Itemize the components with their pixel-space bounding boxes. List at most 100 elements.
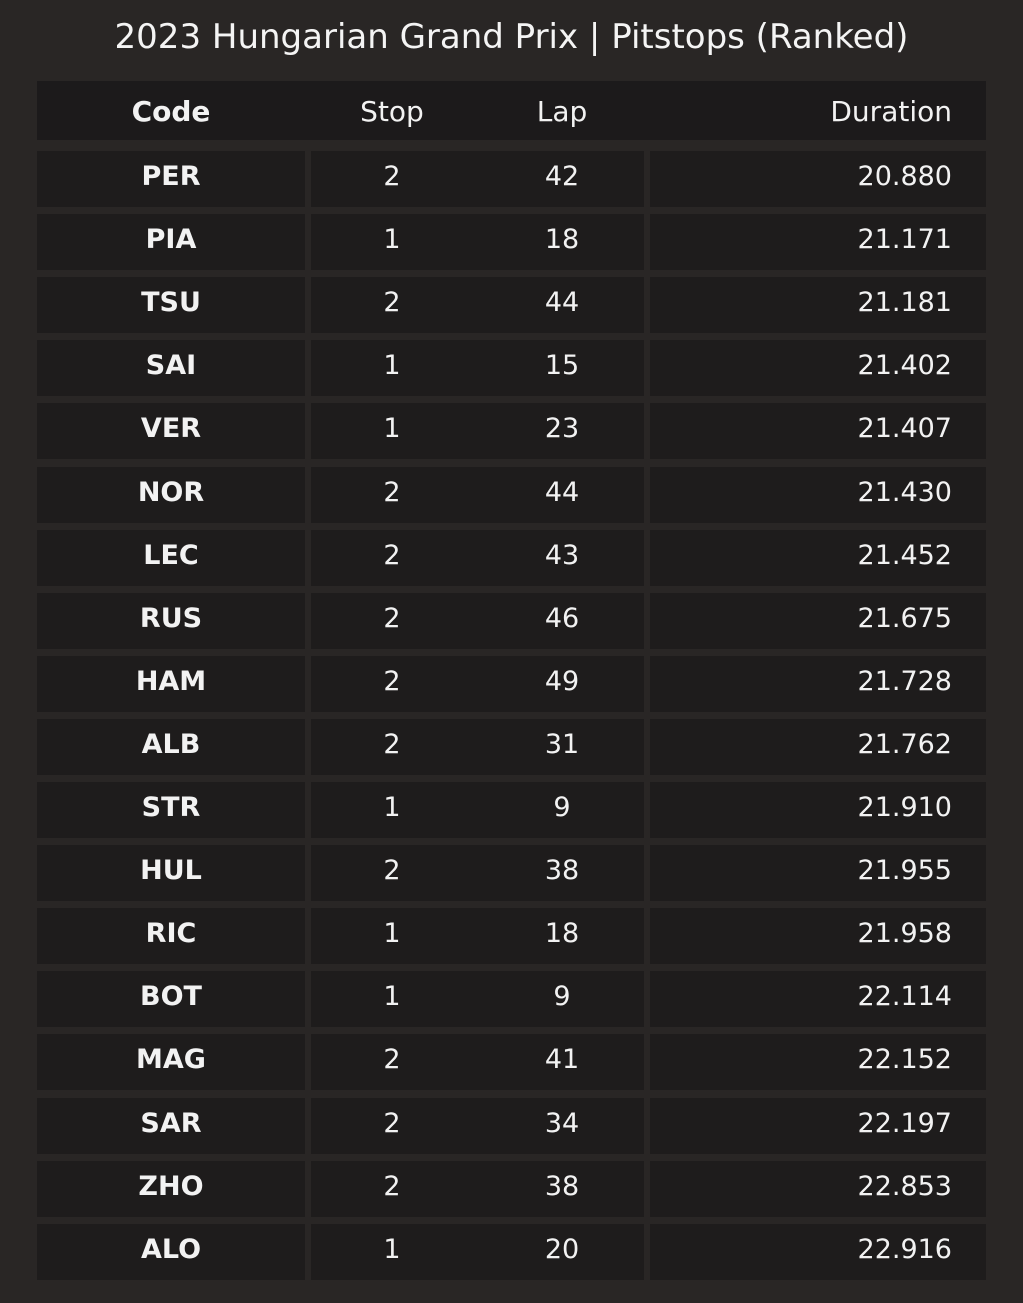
- cell-background: [37, 340, 305, 397]
- cell-code: PIA: [145, 224, 197, 256]
- cell-background: [650, 845, 986, 902]
- cell-duration: 21.181: [857, 287, 952, 319]
- cell-background: [37, 214, 305, 271]
- cell-lap: 42: [544, 161, 580, 192]
- cell-background: [650, 1097, 986, 1154]
- cell-lap: 38: [544, 855, 580, 887]
- cell-background: [311, 1160, 644, 1217]
- cell-background: [37, 971, 305, 1028]
- cell-code: SAI: [145, 350, 197, 382]
- cell-code: HUL: [140, 855, 202, 887]
- cell-duration: 22.152: [857, 1044, 952, 1076]
- cell-lap: 43: [544, 539, 580, 571]
- cell-background: [311, 214, 644, 271]
- cell-background: [311, 466, 644, 523]
- cell-background: [311, 782, 644, 838]
- cell-duration: 22.916: [857, 1233, 952, 1265]
- cell-background: [37, 1034, 305, 1091]
- cell-background: [37, 845, 305, 902]
- cell-stop: 2: [383, 539, 401, 571]
- cell-lap: 34: [544, 1107, 580, 1139]
- cell-duration: 21.407: [857, 413, 952, 445]
- cell-stop: 1: [383, 792, 401, 823]
- cell-stop: 2: [383, 855, 401, 887]
- cell-lap: 46: [544, 602, 580, 634]
- cell-background: [311, 971, 644, 1028]
- cell-lap: 23: [544, 413, 580, 445]
- cell-code: SAR: [140, 1107, 202, 1139]
- cell-lap: 15: [544, 350, 580, 382]
- cell-background: [37, 1160, 305, 1217]
- cell-stop: 2: [383, 161, 401, 192]
- cell-lap: 44: [544, 287, 580, 319]
- cell-background: [311, 340, 644, 397]
- cell-background: [650, 1160, 986, 1217]
- cell-stop: 1: [383, 224, 401, 256]
- cell-background: [311, 718, 644, 775]
- cell-lap: 31: [544, 728, 580, 760]
- cell-stop: 2: [383, 1044, 401, 1076]
- cell-duration: 21.675: [857, 602, 952, 634]
- cell-background: [650, 908, 986, 965]
- cell-background: [311, 1097, 644, 1154]
- cell-lap: 49: [544, 665, 580, 697]
- table-header: Code Stop Lap Duration: [37, 81, 986, 140]
- cell-stop: 2: [383, 1170, 401, 1202]
- cell-stop: 1: [383, 413, 401, 445]
- cell-background: [311, 592, 644, 649]
- cell-background: [650, 340, 986, 397]
- cell-stop: 2: [383, 602, 401, 634]
- cell-background: [650, 592, 986, 649]
- cell-lap: 44: [544, 476, 580, 508]
- cell-code: STR: [141, 792, 201, 823]
- cell-stop: 2: [383, 476, 401, 508]
- cell-duration: 21.430: [857, 476, 952, 508]
- cell-background: [37, 592, 305, 649]
- cell-code: ALO: [140, 1233, 202, 1265]
- cell-background: [650, 971, 986, 1028]
- cell-lap: 9: [553, 981, 571, 1013]
- page-title: 2023 Hungarian Grand Prix | Pitstops (Ra…: [114, 17, 909, 57]
- cell-background: [37, 908, 305, 965]
- cell-stop: 2: [383, 728, 401, 760]
- cell-background: [37, 529, 305, 586]
- cell-duration: 22.114: [857, 981, 952, 1013]
- cell-background: [311, 151, 644, 207]
- cell-background: [311, 277, 644, 334]
- cell-code: BOT: [140, 981, 202, 1013]
- cell-background: [37, 277, 305, 334]
- cell-code: RUS: [139, 602, 203, 634]
- cell-duration: 20.880: [857, 161, 952, 192]
- cell-code: ALB: [141, 728, 201, 760]
- cell-background: [311, 529, 644, 586]
- cell-background: [311, 655, 644, 712]
- cell-duration: 21.728: [857, 665, 952, 697]
- cell-background: [650, 718, 986, 775]
- cell-stop: 1: [383, 1233, 401, 1265]
- cell-duration: 21.171: [857, 224, 952, 256]
- cell-background: [311, 845, 644, 902]
- cell-background: [37, 655, 305, 712]
- cell-background: [37, 782, 305, 838]
- cell-background: [650, 151, 986, 207]
- column-header-duration: Duration: [830, 95, 952, 128]
- column-header-stop: Stop: [360, 95, 424, 128]
- cell-background: [650, 1223, 986, 1280]
- cell-code: MAG: [136, 1044, 206, 1076]
- cell-stop: 2: [383, 287, 401, 319]
- cell-lap: 9: [553, 792, 571, 823]
- cell-code: LEC: [143, 539, 199, 571]
- cell-duration: 21.958: [857, 918, 952, 950]
- cell-duration: 21.762: [857, 728, 952, 760]
- cell-stop: 1: [383, 350, 401, 382]
- cell-lap: 38: [544, 1170, 580, 1202]
- cell-stop: 1: [383, 918, 401, 950]
- cell-duration: 21.402: [857, 350, 952, 382]
- cell-lap: 18: [544, 918, 580, 950]
- cell-background: [37, 466, 305, 523]
- cell-code: VER: [140, 413, 202, 445]
- cell-duration: 21.452: [857, 539, 952, 571]
- cell-background: [650, 782, 986, 838]
- cell-background: [311, 403, 644, 460]
- cell-code: TSU: [141, 287, 201, 319]
